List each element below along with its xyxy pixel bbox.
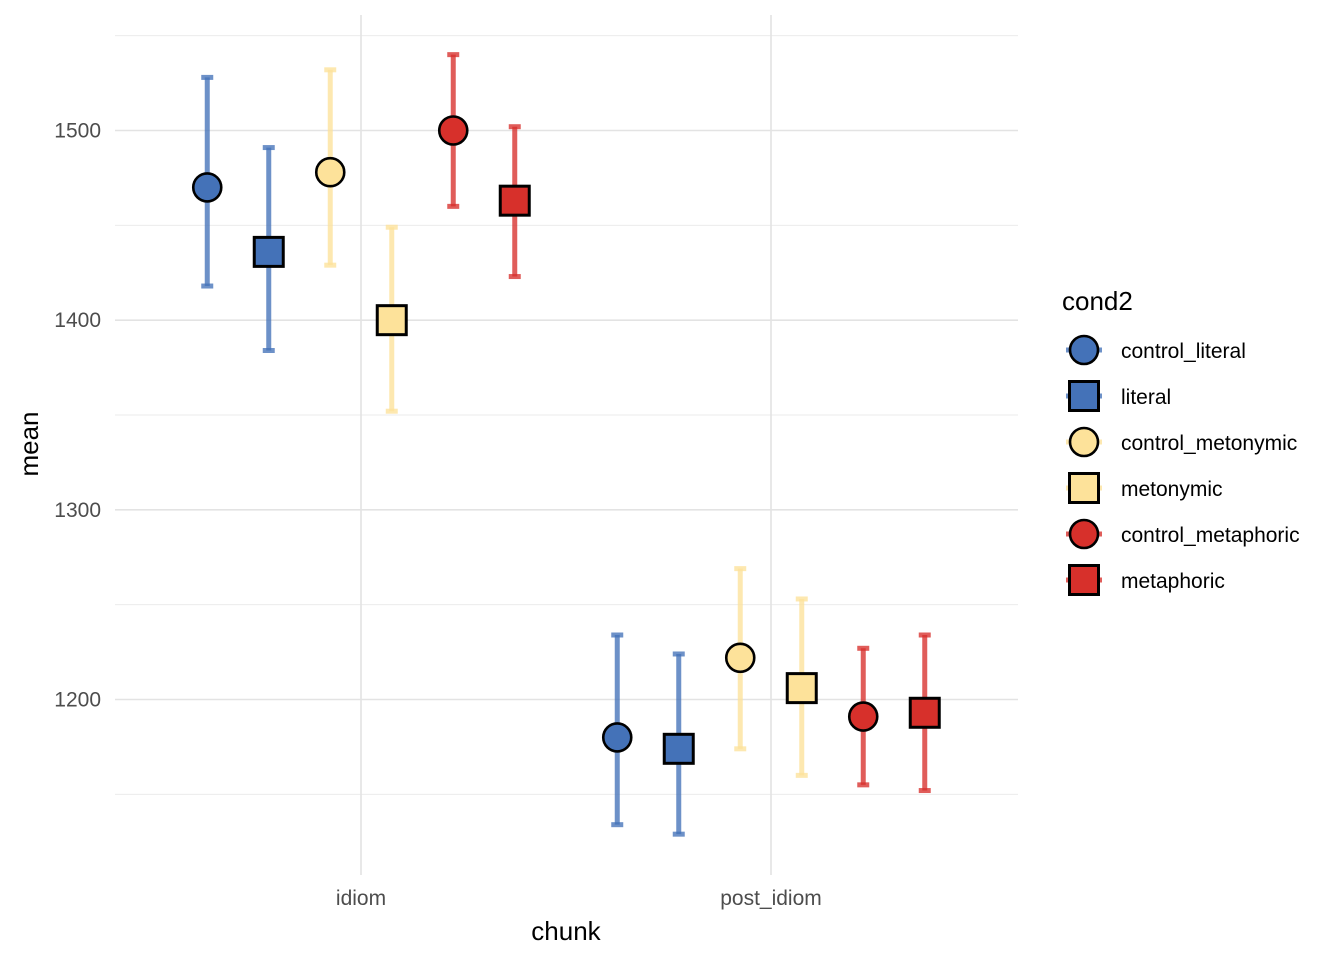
x-tick-label: post_idiom bbox=[720, 887, 822, 910]
legend-key-square bbox=[1068, 564, 1100, 596]
y-axis-title: mean bbox=[14, 411, 44, 476]
y-tick-label: 1300 bbox=[54, 499, 101, 522]
legend-label: control_literal bbox=[1121, 340, 1246, 363]
legend-item-metonymic: metonymic bbox=[1066, 472, 1223, 504]
x-axis-ticks: idiom post_idiom bbox=[336, 887, 822, 910]
legend-label: metaphoric bbox=[1121, 570, 1225, 593]
data-point-control_literal bbox=[601, 632, 633, 828]
data-point-literal bbox=[662, 651, 695, 837]
point-marker bbox=[785, 672, 818, 705]
legend-key-square bbox=[1068, 380, 1100, 412]
legend-key-square bbox=[1068, 472, 1100, 504]
point-marker bbox=[252, 235, 285, 268]
legend-label: literal bbox=[1121, 386, 1171, 409]
legend-key-circle bbox=[1068, 334, 1100, 366]
y-tick-label: 1400 bbox=[54, 309, 101, 332]
data-point-metonymic bbox=[785, 596, 818, 778]
legend-title: cond2 bbox=[1062, 286, 1133, 316]
data-marks bbox=[191, 52, 941, 837]
y-tick-label: 1500 bbox=[54, 120, 101, 143]
data-point-metaphoric bbox=[498, 124, 531, 280]
data-point-control_metonymic bbox=[724, 566, 756, 752]
point-marker bbox=[498, 184, 531, 217]
point-marker bbox=[724, 642, 756, 674]
point-marker bbox=[375, 304, 408, 337]
data-point-control_literal bbox=[191, 74, 223, 289]
data-point-control_metaphoric bbox=[847, 645, 879, 788]
legend-key-circle bbox=[1068, 426, 1100, 458]
legend-label: control_metaphoric bbox=[1121, 524, 1300, 547]
point-marker bbox=[908, 696, 941, 729]
data-point-control_metonymic bbox=[314, 67, 346, 268]
legend-item-control_metonymic: control_metonymic bbox=[1066, 426, 1297, 458]
legend-label: metonymic bbox=[1121, 478, 1223, 501]
point-marker bbox=[601, 722, 633, 753]
x-axis-title: chunk bbox=[531, 916, 601, 946]
data-point-metaphoric bbox=[908, 632, 941, 794]
legend-item-control_metaphoric: control_metaphoric bbox=[1066, 518, 1300, 550]
data-point-metonymic bbox=[375, 224, 408, 414]
legend-label: control_metonymic bbox=[1121, 432, 1297, 455]
point-marker bbox=[847, 701, 879, 732]
point-marker bbox=[314, 156, 346, 188]
point-marker bbox=[437, 115, 469, 146]
legend-item-control_literal: control_literal bbox=[1066, 334, 1246, 366]
y-axis-ticks: 1200 1300 1400 1500 bbox=[54, 120, 101, 712]
point-marker bbox=[662, 732, 695, 765]
x-tick-label: idiom bbox=[336, 887, 386, 910]
data-point-literal bbox=[252, 145, 285, 354]
y-tick-label: 1200 bbox=[54, 689, 101, 712]
grid bbox=[115, 15, 1018, 875]
data-point-control_metaphoric bbox=[437, 52, 469, 209]
legend-item-metaphoric: metaphoric bbox=[1066, 564, 1225, 596]
legend-item-literal: literal bbox=[1066, 380, 1171, 412]
legend-key-circle bbox=[1068, 518, 1100, 550]
point-marker bbox=[191, 172, 223, 203]
